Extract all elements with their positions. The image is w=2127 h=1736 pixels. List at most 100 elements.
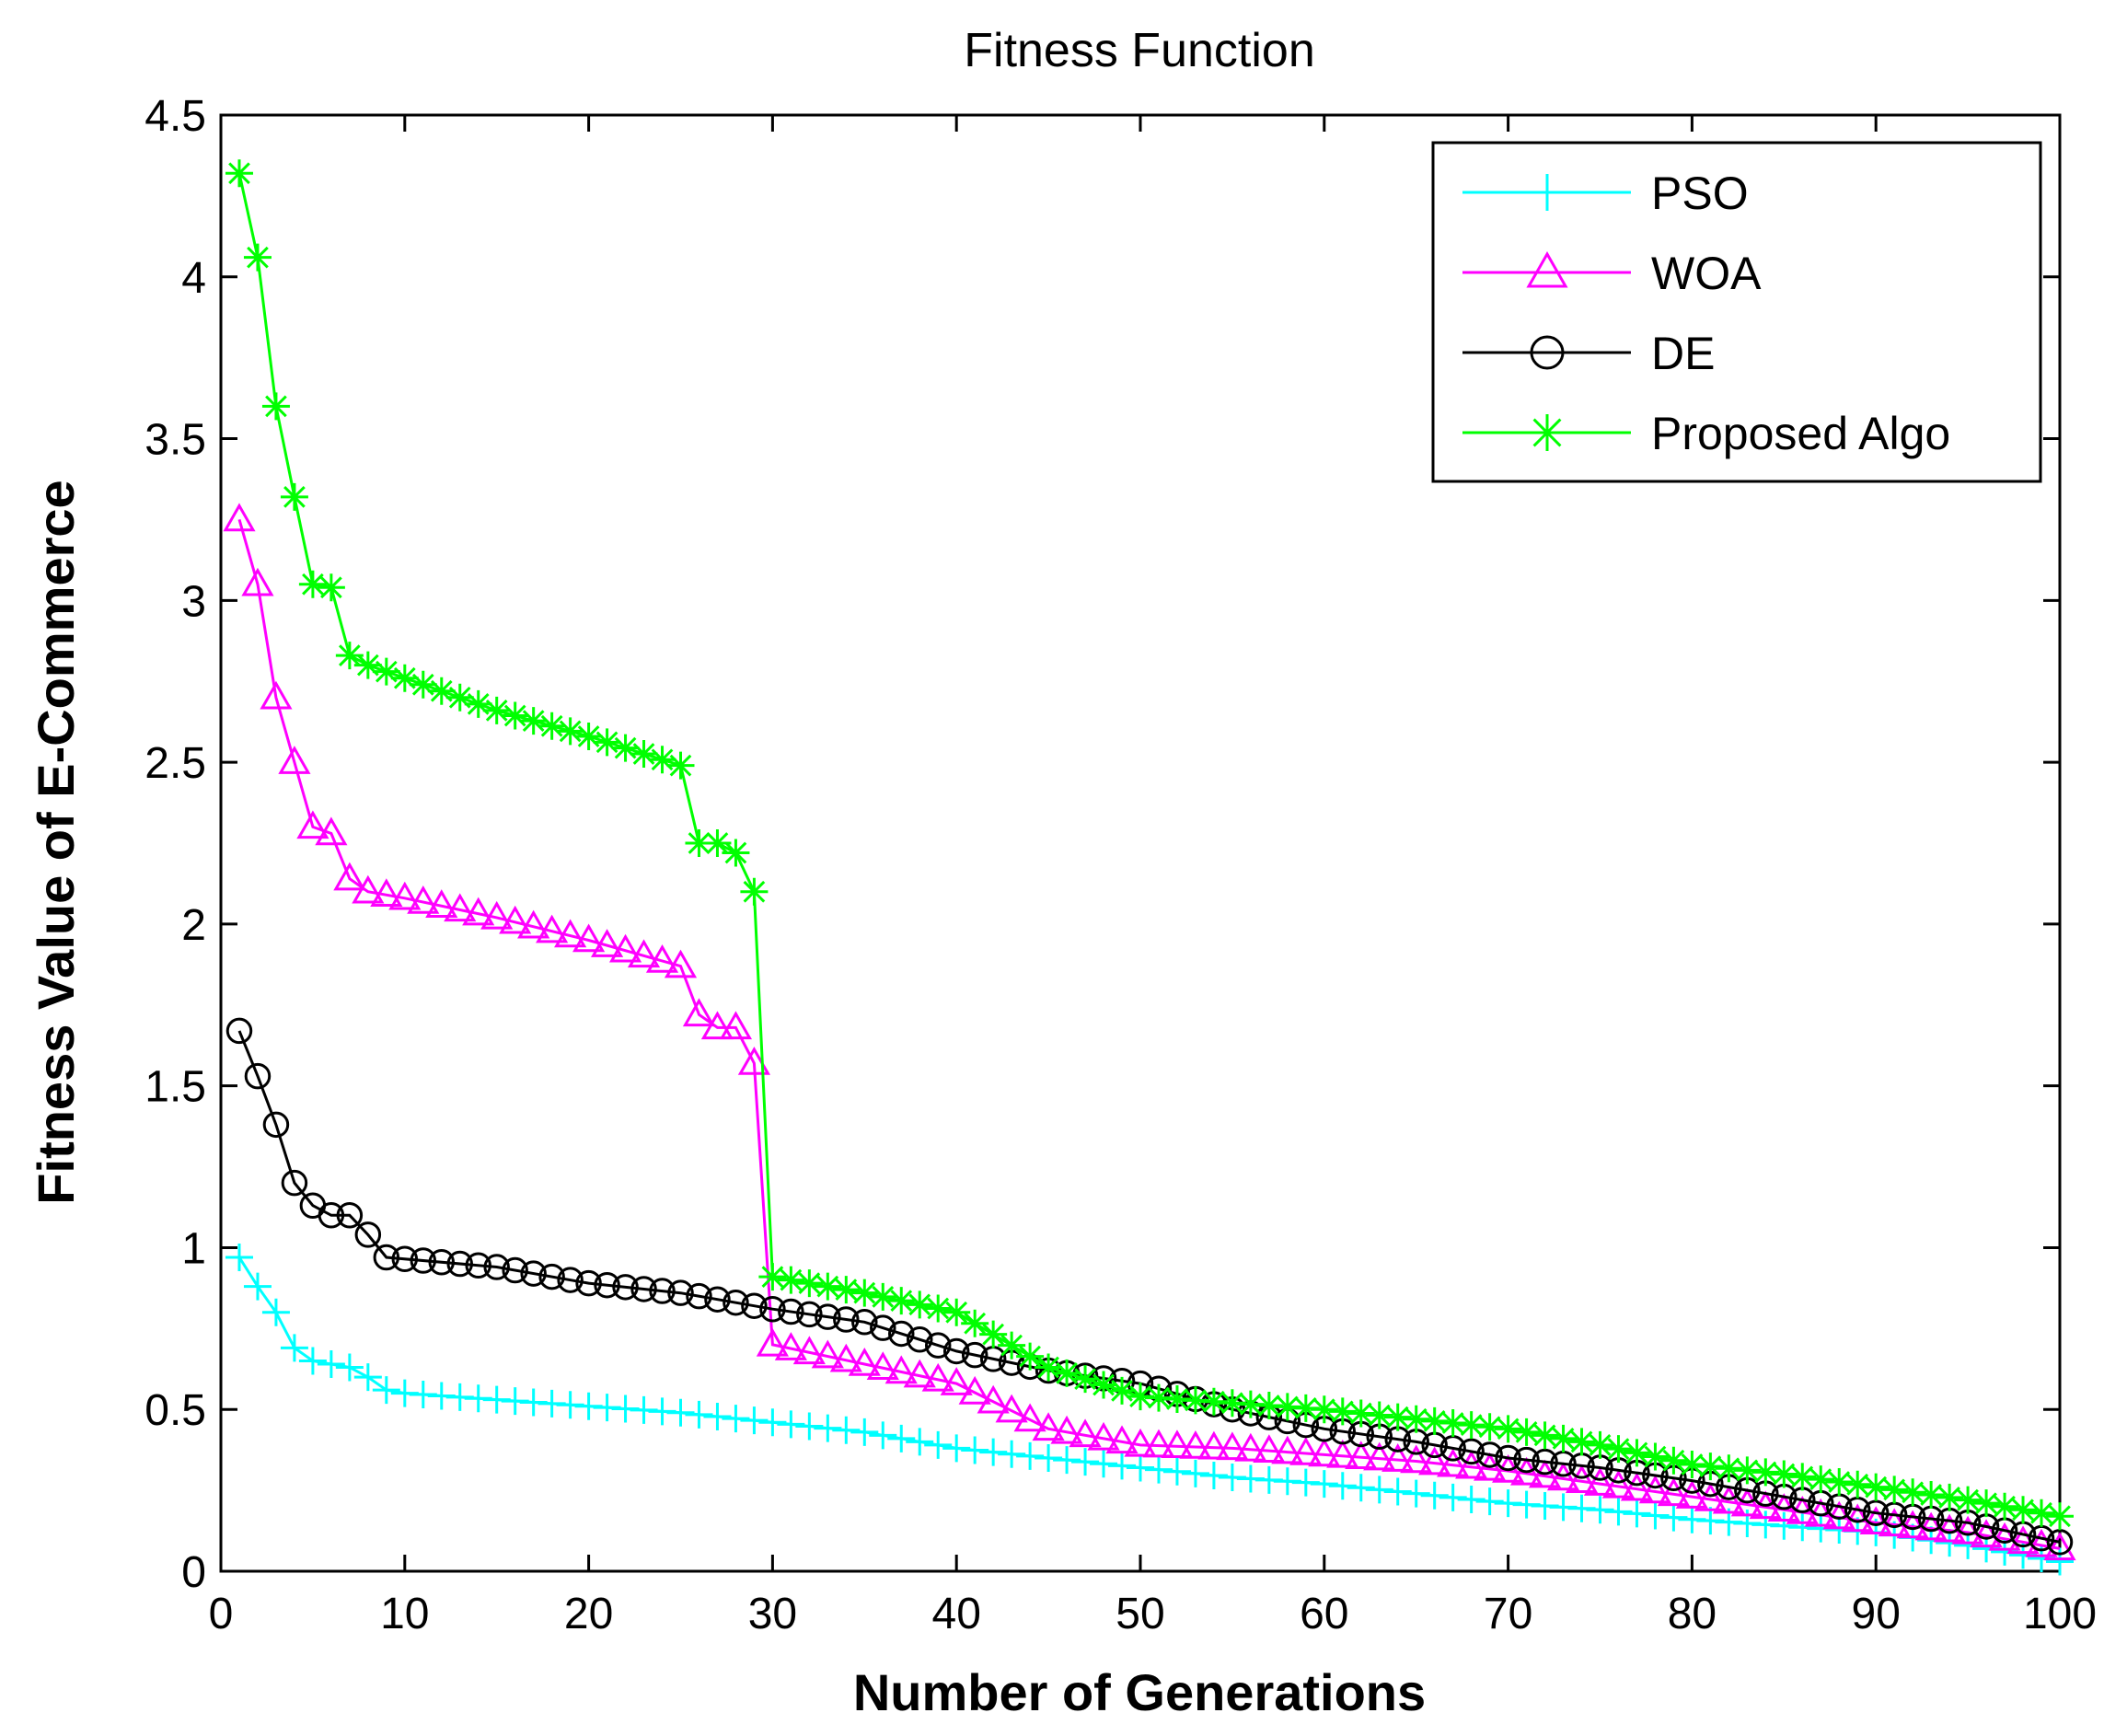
data-point [722,1289,749,1316]
data-point [1420,1406,1449,1435]
data-point [1475,1413,1504,1441]
data-point [1455,1450,1488,1479]
data-point [741,1292,768,1319]
data-point [1604,1498,1633,1526]
data-point [1437,1448,1470,1477]
data-point [667,1279,694,1306]
data-point [407,885,440,914]
data-point [740,1406,769,1435]
data-point [388,881,422,910]
series-line [237,1256,2061,1563]
data-point [538,712,566,740]
data-point [850,1418,879,1446]
data-point [502,1256,528,1284]
data-point [1328,1472,1357,1500]
data-point [372,1376,400,1405]
data-point [1770,1460,1798,1488]
data-point [1549,1424,1578,1452]
data-point [1439,1483,1467,1511]
data-point [370,878,403,907]
data-point [1197,1430,1231,1460]
data-point [722,839,750,867]
data-point [1513,1446,1540,1474]
data-point [1715,1454,1743,1483]
x-axis-label: Number of Generations [853,1663,1426,1721]
data-point [611,734,640,762]
data-point [557,1267,584,1293]
data-point [1604,1435,1633,1464]
data-point [1991,1492,2019,1521]
data-point [372,657,400,686]
data-point [977,1384,1010,1414]
data-point [482,696,511,724]
legend-label: WOA [1651,248,1762,299]
data-point [427,677,456,705]
data-point [483,1254,510,1280]
data-point [373,1244,400,1271]
series-pso [225,1243,2074,1576]
data-point [1620,1472,1654,1501]
data-point [1457,1485,1485,1513]
series-line [237,518,2061,1550]
y-tick-label: 3.5 [144,416,206,465]
data-point [961,1341,988,1369]
data-point [1071,1365,1100,1394]
data-point [1509,1456,1543,1486]
data-point [572,923,606,953]
data-point [795,1412,824,1441]
data-point [1400,1444,1433,1474]
data-point [1844,1470,1872,1499]
data-point [1733,1456,1762,1485]
y-tick-label: 4.5 [144,92,206,141]
data-point [590,929,624,957]
data-point [869,1421,897,1450]
data-point [353,651,382,679]
legend-marker [1529,174,1566,211]
data-point [608,933,642,963]
data-point [815,1303,841,1330]
y-tick-label: 3 [181,577,206,626]
data-point [1494,1415,1522,1443]
data-point [1071,1448,1100,1476]
data-point [335,642,364,670]
data-point [1181,1386,1209,1415]
data-point [298,570,327,598]
data-point [1035,1353,1063,1382]
x-tick-label: 30 [748,1590,797,1638]
data-point [1475,1487,1504,1516]
data-point [961,1436,989,1464]
y-tick-label: 0 [181,1548,206,1597]
x-tick-label: 70 [1484,1590,1532,1638]
data-point [1402,1405,1430,1433]
y-tick-label: 4 [181,254,206,303]
data-point [756,1327,789,1357]
data-point [940,1367,973,1395]
data-point [921,1362,954,1392]
data-point [1161,1429,1194,1459]
series-de [225,1017,2074,1556]
data-point [1730,1487,1763,1517]
data-point [499,905,532,934]
data-point [1236,1390,1265,1418]
legend-marker [1526,250,1568,288]
data-point [1199,1387,1228,1416]
data-point [1492,1453,1525,1483]
data-point [851,1309,878,1336]
data-point [814,1272,842,1301]
series-woa [223,503,2076,1561]
data-point [829,1343,862,1372]
data-point [554,919,587,948]
data-point [354,1221,382,1248]
y-tick-label: 1 [181,1224,206,1273]
data-point [1512,1418,1541,1446]
x-tick-label: 0 [209,1590,234,1638]
data-point [1565,1464,1599,1494]
data-point [241,567,274,596]
data-point [998,1440,1026,1468]
data-point [409,670,437,699]
data-point [1053,1359,1081,1387]
data-point [703,829,732,857]
data-point [243,1272,272,1301]
data-point [445,683,474,712]
x-tick-label: 100 [2023,1590,2097,1638]
